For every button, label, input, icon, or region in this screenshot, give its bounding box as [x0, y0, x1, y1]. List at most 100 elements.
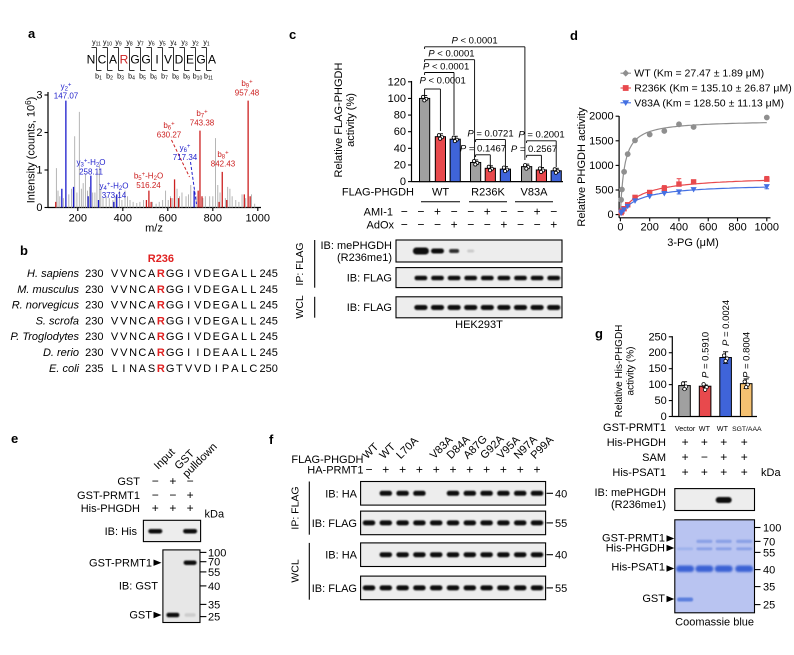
svg-text:I: I [187, 315, 190, 327]
svg-text:245: 245 [260, 331, 278, 343]
svg-text:L: L [241, 284, 247, 296]
svg-text:y5: y5 [159, 40, 166, 48]
svg-text:245: 245 [260, 300, 278, 312]
svg-text:E: E [213, 284, 220, 296]
svg-text:+: + [701, 435, 708, 449]
svg-text:I: I [187, 347, 190, 359]
svg-text:+: + [433, 463, 440, 477]
svg-text:25: 25 [763, 600, 775, 612]
svg-text:−: − [517, 218, 524, 232]
svg-text:A: A [231, 347, 239, 359]
svg-text:+: + [500, 218, 507, 232]
svg-text:800: 800 [728, 222, 746, 234]
svg-text:−: − [434, 218, 441, 232]
svg-text:IB: HA: IB: HA [325, 550, 357, 562]
svg-text:kDa: kDa [205, 509, 225, 521]
svg-text:35: 35 [763, 582, 775, 594]
svg-text:245: 245 [260, 284, 278, 296]
svg-text:55: 55 [763, 547, 775, 559]
svg-text:G: G [166, 363, 175, 375]
svg-text:R: R [157, 347, 165, 359]
svg-text:V: V [194, 300, 202, 312]
svg-text:100: 100 [388, 93, 406, 105]
svg-text:g: g [595, 326, 603, 341]
svg-text:−: − [451, 205, 458, 219]
svg-text:y7: y7 [137, 40, 144, 48]
svg-text:R: R [157, 268, 165, 280]
svg-text:N: N [129, 268, 137, 280]
svg-text:Relative His-PHGDH: Relative His-PHGDH [614, 325, 625, 418]
svg-text:b11: b11 [204, 74, 213, 82]
svg-text:55: 55 [555, 583, 567, 595]
svg-text:+: + [399, 463, 406, 477]
svg-text:230: 230 [85, 284, 103, 296]
svg-text:I: I [187, 268, 190, 280]
svg-text:y2: y2 [192, 40, 199, 48]
svg-text:R: R [157, 284, 165, 296]
svg-text:−: − [187, 474, 194, 488]
svg-text:+: + [483, 463, 490, 477]
svg-text:kDa: kDa [761, 467, 781, 479]
svg-text:b6+: b6+ [163, 121, 175, 132]
svg-text:E: E [213, 300, 220, 312]
svg-text:G: G [221, 331, 230, 343]
svg-text:b6: b6 [150, 74, 157, 82]
svg-text:R236K (Km = 135.10 ± 26.87 μM): R236K (Km = 135.10 ± 26.87 μM) [634, 83, 791, 95]
svg-text:−: − [365, 463, 372, 477]
svg-text:V: V [194, 268, 202, 280]
svg-text:GST-PRMT1: GST-PRMT1 [602, 533, 665, 545]
svg-text:N: N [129, 331, 137, 343]
svg-text:−: − [467, 205, 474, 219]
svg-text:230: 230 [85, 331, 103, 343]
svg-text:V: V [194, 331, 202, 343]
svg-text:150: 150 [648, 363, 666, 375]
svg-text:G: G [141, 53, 150, 67]
svg-text:V: V [111, 284, 119, 296]
svg-text:V83A (Km = 128.50 ± 11.13 μM): V83A (Km = 128.50 ± 11.13 μM) [634, 97, 784, 109]
svg-text:y6+: y6+ [180, 144, 191, 155]
svg-text:b5+-H2O: b5+-H2O [134, 172, 163, 183]
svg-text:G: G [166, 331, 175, 343]
svg-text:b7: b7 [161, 74, 168, 82]
svg-text:P < 0.0001: P < 0.0001 [428, 49, 474, 60]
svg-text:GST: GST [642, 593, 665, 605]
svg-text:y1: y1 [203, 40, 210, 48]
svg-text:C: C [138, 268, 146, 280]
svg-text:R: R [157, 331, 165, 343]
svg-text:HA-PRMT1: HA-PRMT1 [307, 465, 363, 477]
svg-text:147.07: 147.07 [54, 92, 79, 101]
svg-text:50: 50 [655, 395, 667, 407]
svg-text:V: V [120, 347, 128, 359]
svg-text:P = 0.0024: P = 0.0024 [721, 300, 732, 346]
svg-text:y11: y11 [92, 40, 101, 48]
svg-text:250: 250 [648, 331, 666, 343]
svg-text:600: 600 [159, 213, 177, 225]
svg-text:b9+: b9+ [241, 79, 253, 90]
svg-text:70: 70 [208, 557, 220, 569]
svg-text:L: L [241, 315, 247, 327]
svg-text:R: R [157, 315, 165, 327]
svg-text:−: − [517, 205, 524, 219]
svg-text:+: + [550, 218, 557, 232]
svg-text:D: D [203, 347, 211, 359]
svg-text:D: D [203, 363, 211, 375]
svg-text:0: 0 [617, 222, 623, 234]
svg-text:R: R [157, 363, 165, 375]
svg-text:IP: FLAG: IP: FLAG [290, 486, 302, 529]
svg-text:−: − [401, 205, 408, 219]
svg-text:y3+-H2O: y3+-H2O [77, 158, 106, 169]
svg-text:(R236me1): (R236me1) [337, 252, 392, 264]
svg-text:G: G [166, 268, 175, 280]
svg-text:G: G [166, 315, 175, 327]
svg-text:R. norvegicus: R. norvegicus [12, 300, 80, 312]
svg-text:A: A [109, 53, 117, 67]
svg-text:V: V [120, 300, 128, 312]
svg-text:b7+: b7+ [196, 109, 208, 120]
svg-text:V83A: V83A [521, 187, 549, 199]
svg-text:I: I [196, 347, 199, 359]
svg-text:516.24: 516.24 [136, 181, 161, 190]
svg-text:20: 20 [394, 159, 406, 171]
svg-text:D: D [175, 53, 184, 67]
svg-text:100: 100 [648, 379, 666, 391]
svg-text:+: + [169, 501, 176, 515]
